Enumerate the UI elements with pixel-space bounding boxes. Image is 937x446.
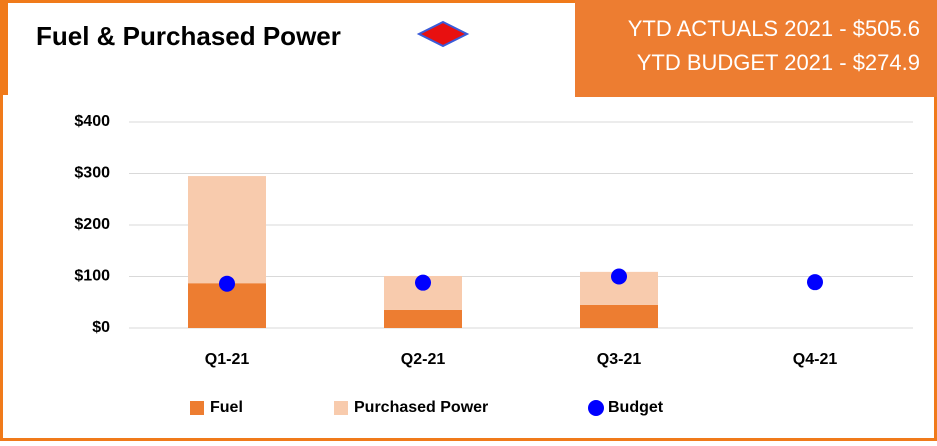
legend-marker: [190, 401, 204, 415]
legend-marker: [588, 400, 604, 416]
legend-marker: [334, 401, 348, 415]
bar-segment: [384, 309, 462, 328]
legend-label: Fuel: [210, 399, 243, 416]
diamond-icon: [416, 20, 470, 48]
summary-line: YTD ACTUALS 2021 - $505.6: [628, 16, 920, 41]
x-tick-label: Q1-21: [205, 351, 250, 368]
budget-point: [611, 268, 627, 285]
y-tick-label: $100: [74, 268, 110, 285]
y-tick-label: $0: [92, 319, 110, 336]
x-tick-label: Q2-21: [401, 351, 446, 368]
budget-point: [219, 275, 235, 292]
accent: [0, 0, 8, 95]
x-tick-label: Q4-21: [793, 351, 838, 368]
budget-point: [807, 274, 823, 291]
legend-label: Budget: [608, 399, 664, 416]
y-tick-label: $200: [74, 216, 110, 233]
y-tick-label: $400: [74, 113, 110, 130]
summary-line: YTD BUDGET 2021 - $274.9: [637, 50, 920, 75]
y-tick-label: $300: [74, 165, 110, 182]
bar-segment: [580, 304, 658, 328]
chart-title: Fuel & Purchased Power: [36, 21, 341, 51]
legend-label: Purchased Power: [354, 399, 488, 416]
budget-point: [415, 274, 431, 291]
summary-box: [575, 0, 937, 97]
x-tick-label: Q3-21: [597, 351, 642, 368]
bar-segment: [188, 176, 266, 284]
